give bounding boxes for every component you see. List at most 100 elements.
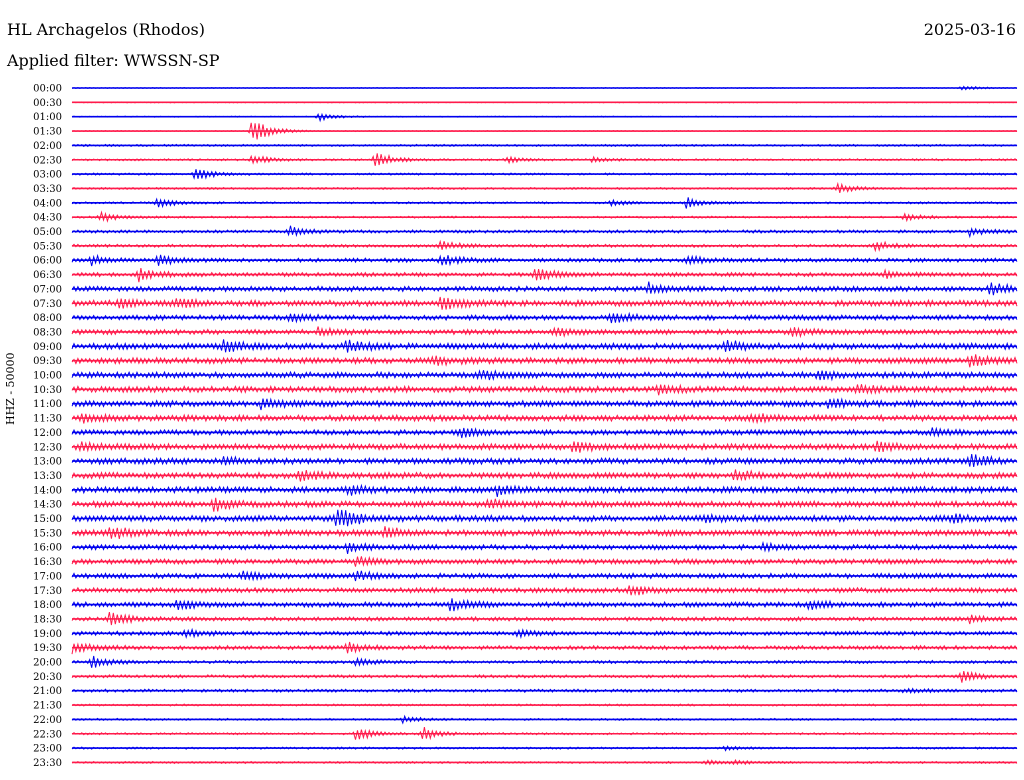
time-label: 04:30 bbox=[33, 213, 62, 224]
time-label: 00:30 bbox=[33, 98, 62, 109]
seismic-trace bbox=[71, 598, 1018, 612]
time-label: 07:00 bbox=[33, 284, 62, 295]
date-label: 2025-03-16 bbox=[923, 20, 1016, 39]
time-label: 15:30 bbox=[33, 528, 62, 539]
seismic-trace bbox=[71, 326, 1018, 339]
time-label: 06:30 bbox=[33, 270, 62, 281]
time-label: 16:00 bbox=[33, 543, 62, 554]
seismic-trace bbox=[71, 268, 1018, 283]
time-label: 19:30 bbox=[33, 643, 62, 654]
time-label: 09:30 bbox=[33, 356, 62, 367]
seismic-trace bbox=[71, 397, 1018, 411]
time-label: 12:30 bbox=[33, 442, 62, 453]
seismic-trace bbox=[71, 101, 1018, 104]
time-label: 23:00 bbox=[33, 744, 62, 755]
seismic-trace bbox=[71, 497, 1018, 512]
seismic-trace bbox=[71, 483, 1018, 497]
seismic-trace bbox=[71, 714, 1018, 725]
time-label: 05:00 bbox=[33, 227, 62, 238]
time-label: 14:00 bbox=[33, 485, 62, 496]
seismic-trace bbox=[71, 311, 1018, 324]
time-label: 17:30 bbox=[33, 586, 62, 597]
seismic-trace bbox=[71, 454, 1018, 467]
time-label: 19:00 bbox=[33, 629, 62, 640]
seismic-trace bbox=[71, 641, 1018, 655]
time-label: 03:00 bbox=[33, 170, 62, 181]
station-title: HL Archagelos (Rhodos) bbox=[7, 20, 205, 39]
seismic-trace bbox=[71, 153, 1018, 166]
time-label: 12:00 bbox=[33, 428, 62, 439]
seismic-trace bbox=[71, 281, 1018, 296]
time-label: 04:00 bbox=[33, 198, 62, 209]
time-label: 21:30 bbox=[33, 701, 62, 712]
seismic-trace bbox=[71, 253, 1018, 267]
seismic-trace bbox=[71, 225, 1018, 239]
time-label: 23:30 bbox=[33, 758, 62, 769]
seismic-trace bbox=[71, 655, 1018, 668]
seismic-trace bbox=[71, 611, 1018, 626]
time-label: 03:30 bbox=[33, 184, 62, 195]
seismic-trace bbox=[71, 469, 1018, 482]
time-label: 15:00 bbox=[33, 514, 62, 525]
time-label: 13:30 bbox=[33, 471, 62, 482]
time-label: 18:00 bbox=[33, 600, 62, 611]
seismic-trace bbox=[71, 627, 1018, 640]
time-label: 06:00 bbox=[33, 256, 62, 267]
time-label: 20:00 bbox=[33, 658, 62, 669]
seismic-trace bbox=[71, 540, 1018, 554]
time-label: 08:00 bbox=[33, 313, 62, 324]
time-label: 02:30 bbox=[33, 155, 62, 166]
seismic-trace bbox=[71, 296, 1018, 310]
time-label: 00:00 bbox=[33, 84, 62, 95]
seismic-trace bbox=[71, 412, 1018, 425]
seismic-trace bbox=[71, 555, 1018, 567]
time-label: 22:30 bbox=[33, 729, 62, 740]
filter-label: Applied filter: WWSSN-SP bbox=[7, 51, 220, 70]
seismic-trace bbox=[71, 758, 1018, 766]
seismic-trace bbox=[71, 197, 1018, 209]
time-label: 09:00 bbox=[33, 342, 62, 353]
time-label: 16:30 bbox=[33, 557, 62, 568]
seismic-trace bbox=[71, 143, 1018, 148]
seismic-trace bbox=[71, 440, 1018, 453]
seismic-trace bbox=[71, 703, 1018, 707]
seismic-trace bbox=[71, 745, 1018, 752]
time-label: 01:00 bbox=[33, 112, 62, 123]
seismic-trace bbox=[71, 383, 1018, 396]
seismic-trace bbox=[71, 369, 1018, 382]
seismic-trace bbox=[71, 181, 1018, 194]
seismic-trace bbox=[71, 426, 1018, 439]
time-label: 08:30 bbox=[33, 327, 62, 338]
time-label: 17:00 bbox=[33, 571, 62, 582]
seismic-trace bbox=[71, 85, 1018, 91]
time-label: 01:30 bbox=[33, 127, 62, 138]
time-label: 11:30 bbox=[33, 414, 62, 425]
seismic-trace bbox=[71, 239, 1018, 253]
time-label: 22:00 bbox=[33, 715, 62, 726]
seismic-trace bbox=[71, 570, 1018, 582]
seismic-trace bbox=[71, 526, 1018, 540]
time-label: 05:30 bbox=[33, 241, 62, 252]
time-label: 10:30 bbox=[33, 385, 62, 396]
time-label: 14:30 bbox=[33, 500, 62, 511]
seismic-trace bbox=[71, 122, 1018, 140]
seismic-trace bbox=[71, 210, 1018, 223]
seismic-trace bbox=[71, 727, 1018, 741]
time-label: 07:30 bbox=[33, 299, 62, 310]
time-label: 18:30 bbox=[33, 614, 62, 625]
time-label: 11:00 bbox=[33, 399, 62, 410]
time-label: 21:00 bbox=[33, 686, 62, 697]
seismic-trace bbox=[71, 509, 1018, 527]
time-label: 10:00 bbox=[33, 371, 62, 382]
time-label: 13:00 bbox=[33, 457, 62, 468]
time-label: 02:00 bbox=[33, 141, 62, 152]
seismic-trace bbox=[71, 339, 1018, 353]
seismic-trace bbox=[71, 687, 1018, 694]
seismic-trace bbox=[71, 585, 1018, 596]
seismic-trace bbox=[71, 670, 1018, 683]
time-label: 20:30 bbox=[33, 672, 62, 683]
seismic-trace bbox=[71, 354, 1018, 368]
seismic-trace bbox=[71, 112, 1018, 123]
seismic-trace bbox=[71, 169, 1018, 180]
